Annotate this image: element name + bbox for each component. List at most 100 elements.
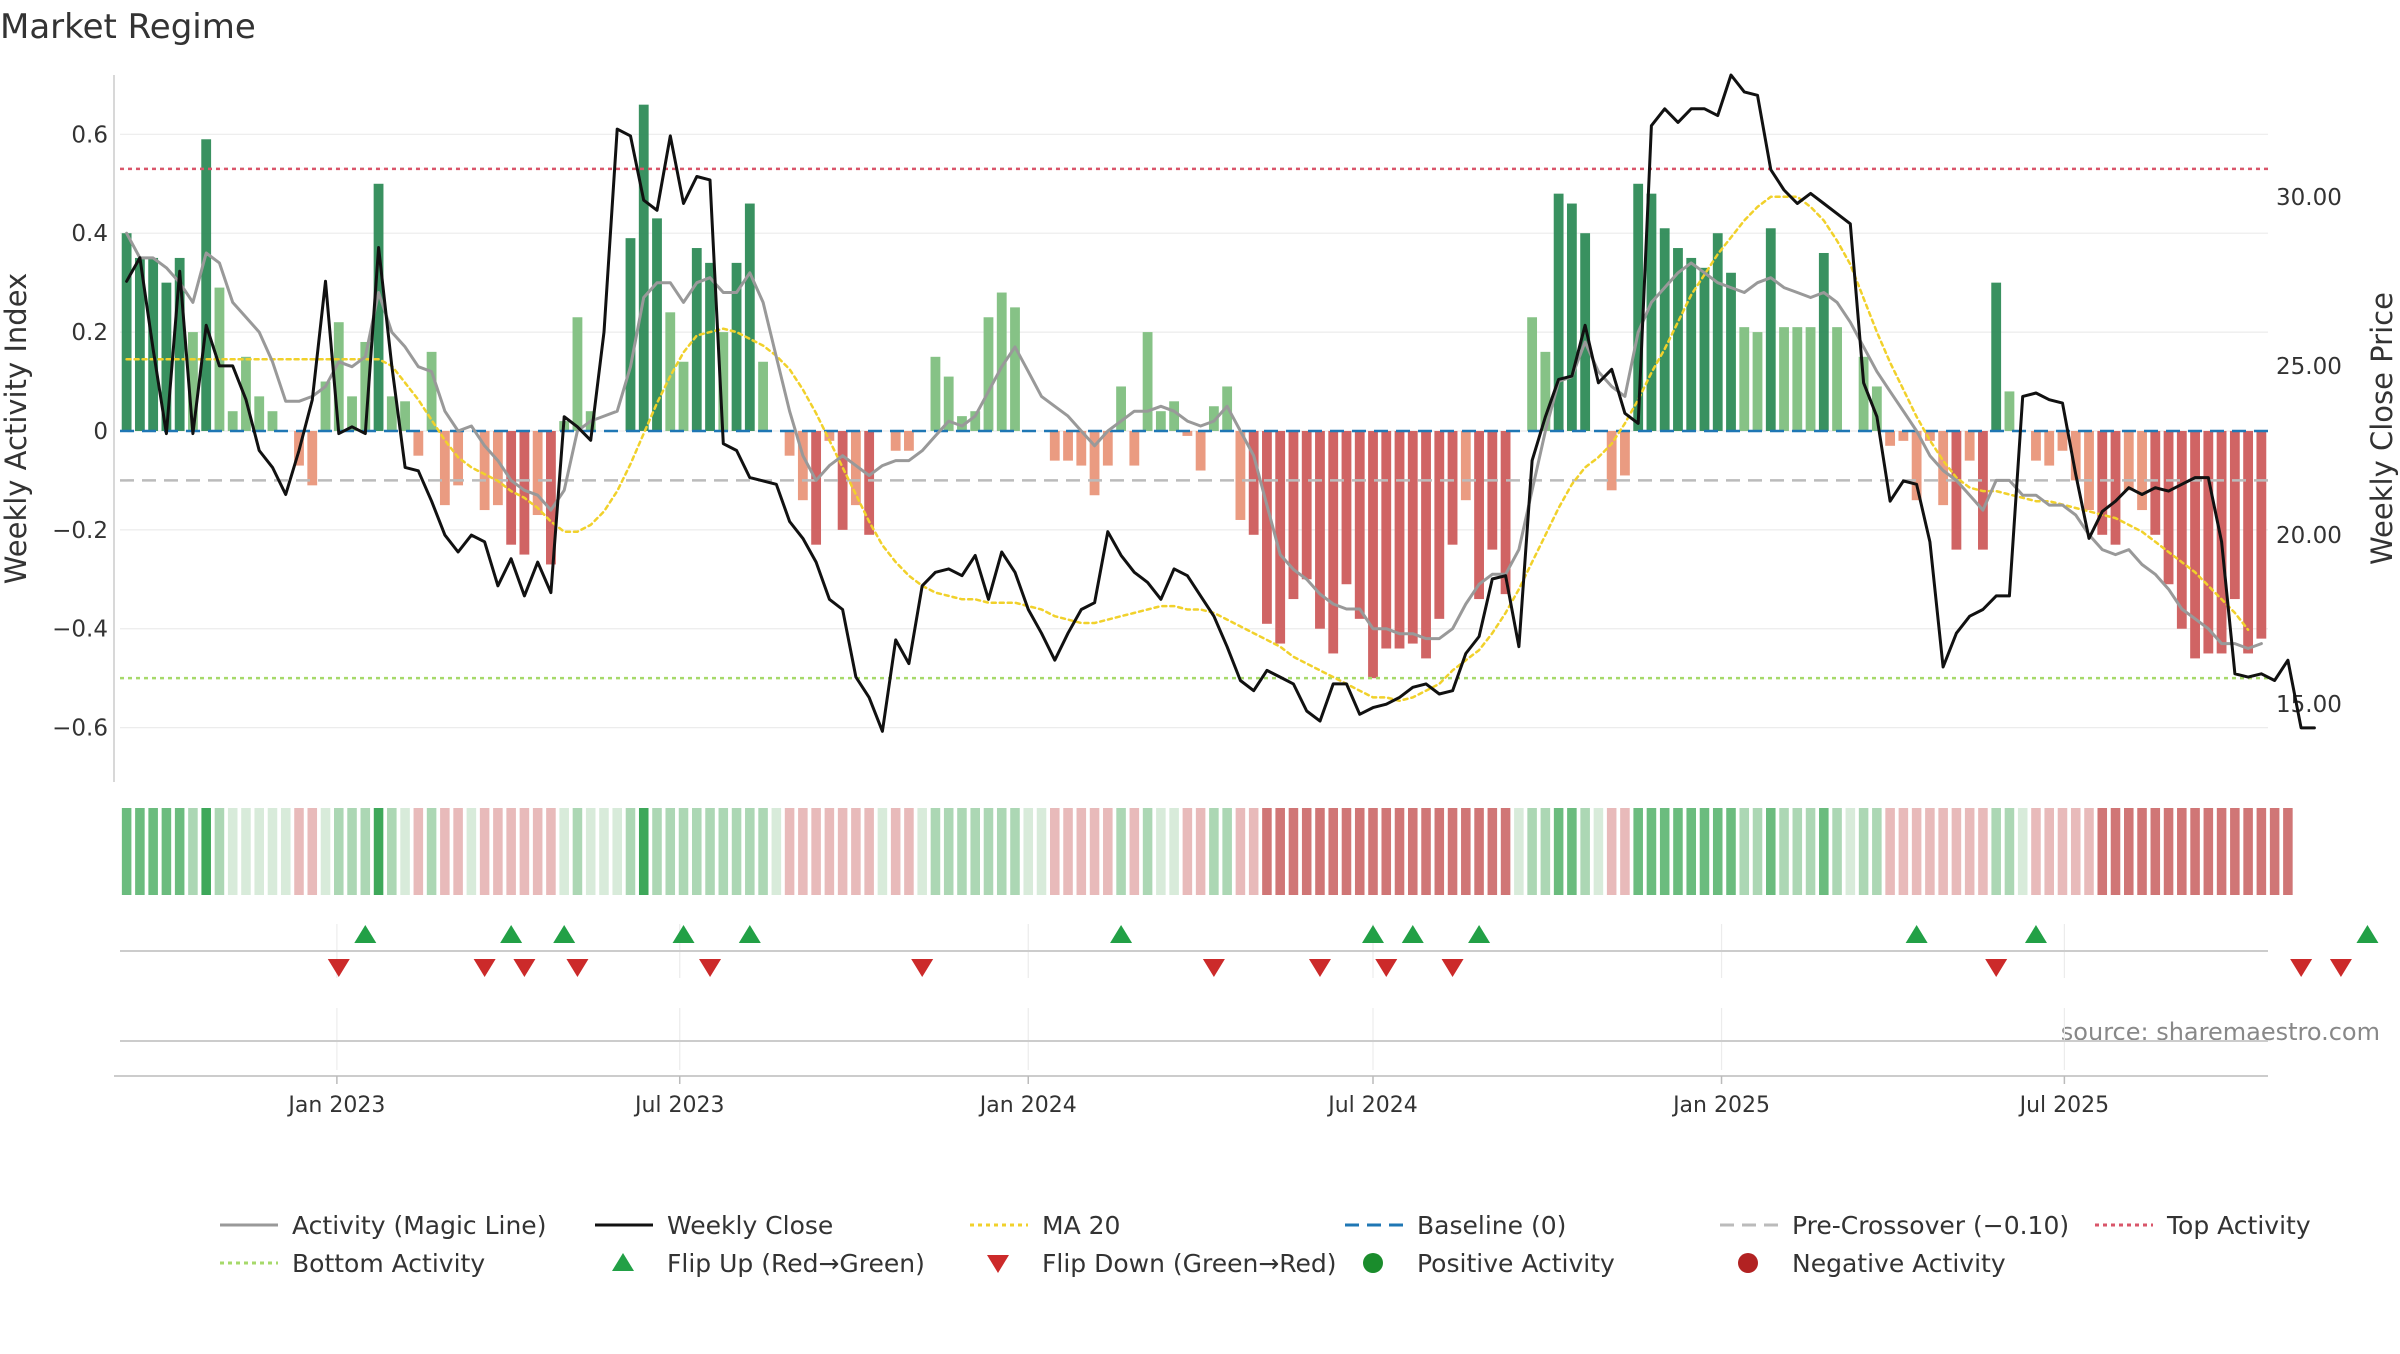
activity-bar	[1301, 430, 1312, 580]
regime-strip-cell	[1978, 808, 1988, 895]
regime-strip-cell	[2070, 808, 2081, 895]
regime-strip-cell	[426, 808, 437, 895]
activity-bar	[652, 218, 662, 431]
regime-strip	[121, 808, 2293, 895]
right-tick-label: 20.00	[2276, 523, 2342, 549]
activity-bar	[1155, 411, 1166, 431]
left-tick-label: −0.4	[52, 617, 108, 643]
regime-strip-cell	[1103, 808, 1113, 895]
flip-up-marker	[2024, 925, 2047, 943]
activity-bar	[2243, 430, 2254, 654]
x-tick-label: Jan 2023	[286, 1093, 385, 1118]
regime-strip-cell	[1381, 808, 1392, 895]
regime-strip-cell	[1805, 808, 1816, 895]
activity-bar	[1248, 430, 1259, 535]
regime-strip-cell	[161, 808, 172, 895]
regime-strip-cell	[599, 808, 609, 895]
activity-bar	[1938, 430, 1949, 506]
regime-strip-cell	[2269, 808, 2280, 895]
regime-strip-cell	[784, 808, 795, 895]
flip-up-marker	[500, 925, 523, 943]
activity-bar	[625, 238, 636, 431]
activity-bar	[1447, 430, 1458, 545]
flip-down-marker	[473, 959, 496, 977]
regime-strip-cell	[1341, 808, 1352, 895]
regime-strip-cell	[1209, 808, 1219, 895]
regime-strip-cell	[1792, 808, 1803, 895]
activity-bar	[1063, 430, 1073, 461]
legend-label: Pre-Crossover (−0.10)	[1792, 1211, 2069, 1240]
activity-bar	[161, 282, 172, 431]
x-tick-label: Jul 2023	[633, 1093, 725, 1118]
legend-dot-icon	[1738, 1253, 1758, 1273]
regime-strip-cell	[493, 808, 503, 895]
regime-strip-cell	[996, 808, 1007, 895]
activity-bar	[1858, 356, 1869, 431]
activity-bar	[758, 361, 768, 431]
activity-bar	[2203, 430, 2214, 654]
activity-bar	[1076, 430, 1087, 466]
regime-strip-cell	[1248, 808, 1259, 895]
activity-bar	[1673, 248, 1683, 431]
activity-bar	[996, 292, 1007, 431]
regime-strip-cell	[413, 808, 424, 895]
activity-bar	[1726, 272, 1736, 431]
activity-bar	[2031, 430, 2041, 461]
regime-strip-cell	[546, 808, 556, 895]
activity-bar	[1991, 282, 2002, 431]
activity-bar	[638, 104, 649, 431]
activity-bar	[347, 396, 357, 431]
activity-bar	[1792, 327, 1803, 431]
activity-bar	[1315, 430, 1325, 629]
weekly-close-line	[125, 73, 2316, 733]
regime-strip-cell	[731, 808, 742, 895]
empty-panel	[120, 1008, 2268, 1070]
regime-strip-cell	[1885, 808, 1895, 895]
regime-strip-cell	[1447, 808, 1458, 895]
x-tick-label: Jan 2024	[978, 1093, 1077, 1118]
activity-bar	[2070, 430, 2081, 481]
flip-up-marker	[1905, 925, 1928, 943]
flip-down-marker	[327, 959, 350, 977]
flip-down-marker	[1985, 959, 2008, 977]
activity-bar	[1275, 430, 1286, 644]
regime-strip-cell	[1593, 808, 1604, 895]
regime-strip-cell	[307, 808, 318, 895]
activity-bar	[1208, 406, 1219, 431]
x-tick-label: Jul 2025	[2018, 1093, 2110, 1118]
activity-bar	[227, 411, 238, 431]
activity-bar	[1911, 430, 1922, 501]
regime-strip-cell	[864, 808, 874, 895]
regime-strip-cell	[1222, 808, 1232, 895]
regime-strip-cell	[1301, 808, 1312, 895]
regime-strip-cell	[2097, 808, 2108, 895]
regime-strip-cell	[2017, 808, 2028, 895]
regime-strip-cell	[1023, 808, 1034, 895]
flip-down-marker	[699, 959, 722, 977]
regime-strip-cell	[1142, 808, 1153, 895]
activity-bar	[1752, 332, 1763, 431]
regime-strip-cell	[320, 808, 331, 895]
x-tick-label: Jul 2024	[1326, 1093, 1418, 1118]
regime-strip-cell	[280, 808, 291, 895]
regime-strip-cell	[837, 808, 848, 895]
legend-label: Negative Activity	[1792, 1249, 2006, 1278]
activity-bar	[1010, 307, 1020, 431]
regime-strip-cell	[506, 808, 516, 895]
activity-bar	[532, 430, 543, 516]
regime-strip-cell	[638, 808, 649, 895]
activity-bar	[413, 430, 424, 456]
activity-bar	[1818, 252, 1829, 431]
regime-strip-cell	[1262, 808, 1272, 895]
legend-label: Flip Down (Green→Red)	[1042, 1249, 1337, 1278]
activity-bar	[1924, 430, 1935, 441]
activity-bar	[1765, 228, 1776, 431]
activity-bar	[267, 411, 278, 431]
left-tick-label: −0.6	[52, 716, 108, 742]
regime-strip-cell	[334, 808, 344, 895]
activity-bar	[1659, 228, 1670, 431]
activity-bar	[2123, 430, 2134, 491]
regime-strip-cell	[201, 808, 211, 895]
